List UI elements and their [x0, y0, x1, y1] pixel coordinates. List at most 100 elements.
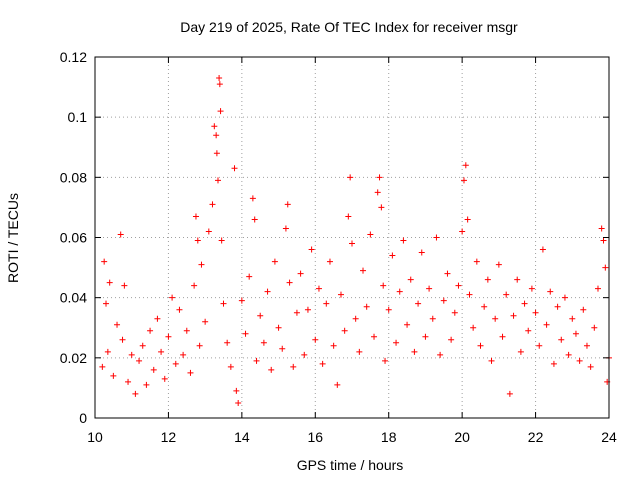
data-point [382, 357, 389, 364]
data-point [253, 357, 260, 364]
data-point [106, 279, 113, 286]
data-point [363, 303, 370, 310]
data-point [460, 177, 467, 184]
data-point [422, 333, 429, 340]
data-point [231, 165, 238, 172]
data-point [415, 300, 422, 307]
data-points [99, 75, 612, 406]
data-point [393, 339, 400, 346]
data-point [220, 300, 227, 307]
x-tick-label: 22 [528, 429, 544, 445]
data-point [312, 336, 319, 343]
data-point [462, 162, 469, 169]
data-point [196, 342, 203, 349]
data-point [286, 279, 293, 286]
data-point [260, 339, 267, 346]
data-point [407, 276, 414, 283]
data-point [525, 327, 532, 334]
data-point [418, 249, 425, 256]
data-point [257, 312, 264, 319]
x-axis-label: GPS time / hours [297, 457, 404, 473]
data-point [275, 324, 282, 331]
data-point [114, 321, 121, 328]
data-point [459, 228, 466, 235]
data-point [367, 231, 374, 238]
data-point [117, 231, 124, 238]
data-point [119, 336, 126, 343]
y-tick-label: 0.1 [68, 109, 88, 125]
data-point [150, 366, 157, 373]
data-point [224, 339, 231, 346]
data-point [429, 315, 436, 322]
data-point [238, 297, 245, 304]
data-point [165, 333, 172, 340]
data-point [214, 177, 221, 184]
data-point [569, 315, 576, 322]
data-point [532, 309, 539, 316]
data-point [161, 375, 168, 382]
x-tick-label: 20 [454, 429, 470, 445]
data-point [488, 357, 495, 364]
data-point [440, 297, 447, 304]
data-point [198, 261, 205, 268]
data-point [187, 369, 194, 376]
data-point [128, 351, 135, 358]
y-tick-label: 0.08 [60, 169, 87, 185]
data-point [217, 108, 224, 115]
x-tick-label: 12 [161, 429, 177, 445]
data-point [561, 294, 568, 301]
x-tick-label: 24 [601, 429, 617, 445]
data-point [503, 291, 510, 298]
data-point [433, 234, 440, 241]
data-point [448, 336, 455, 343]
y-tick-label: 0.12 [60, 49, 87, 65]
data-point [521, 300, 528, 307]
data-point [506, 390, 513, 397]
data-point [378, 204, 385, 211]
data-point [583, 342, 590, 349]
data-point [194, 237, 201, 244]
x-tick-labels: 10 12 14 16 18 20 22 24 [87, 429, 617, 445]
axis-ticks [94, 56, 610, 419]
data-point [216, 75, 223, 82]
data-point [376, 174, 383, 181]
data-point [104, 348, 111, 355]
data-point [466, 291, 473, 298]
data-point [396, 288, 403, 295]
data-point [213, 132, 220, 139]
data-point [598, 225, 605, 232]
data-point [169, 294, 176, 301]
data-point [251, 216, 258, 223]
data-point [464, 216, 471, 223]
data-point [290, 363, 297, 370]
data-point [477, 342, 484, 349]
y-tick-label: 0.02 [60, 350, 87, 366]
data-point [218, 237, 225, 244]
data-point [227, 363, 234, 370]
data-point [213, 150, 220, 157]
data-point [444, 270, 451, 277]
data-point [380, 282, 387, 289]
data-point [158, 348, 165, 355]
data-point [337, 291, 344, 298]
data-point [437, 351, 444, 358]
data-point [297, 270, 304, 277]
data-point [594, 285, 601, 292]
data-point [451, 309, 458, 316]
data-point [374, 189, 381, 196]
data-point [385, 306, 392, 313]
x-tick-label: 14 [234, 429, 250, 445]
data-point [139, 342, 146, 349]
data-point [517, 348, 524, 355]
data-point [352, 315, 359, 322]
data-point [293, 309, 300, 316]
data-point [125, 378, 132, 385]
data-point [323, 300, 330, 307]
data-point [470, 324, 477, 331]
data-point [536, 342, 543, 349]
data-point [550, 360, 557, 367]
data-point [565, 351, 572, 358]
chart-title: Day 219 of 2025, Rate Of TEC Index for r… [180, 19, 518, 35]
data-point [103, 300, 110, 307]
data-point [473, 258, 480, 265]
